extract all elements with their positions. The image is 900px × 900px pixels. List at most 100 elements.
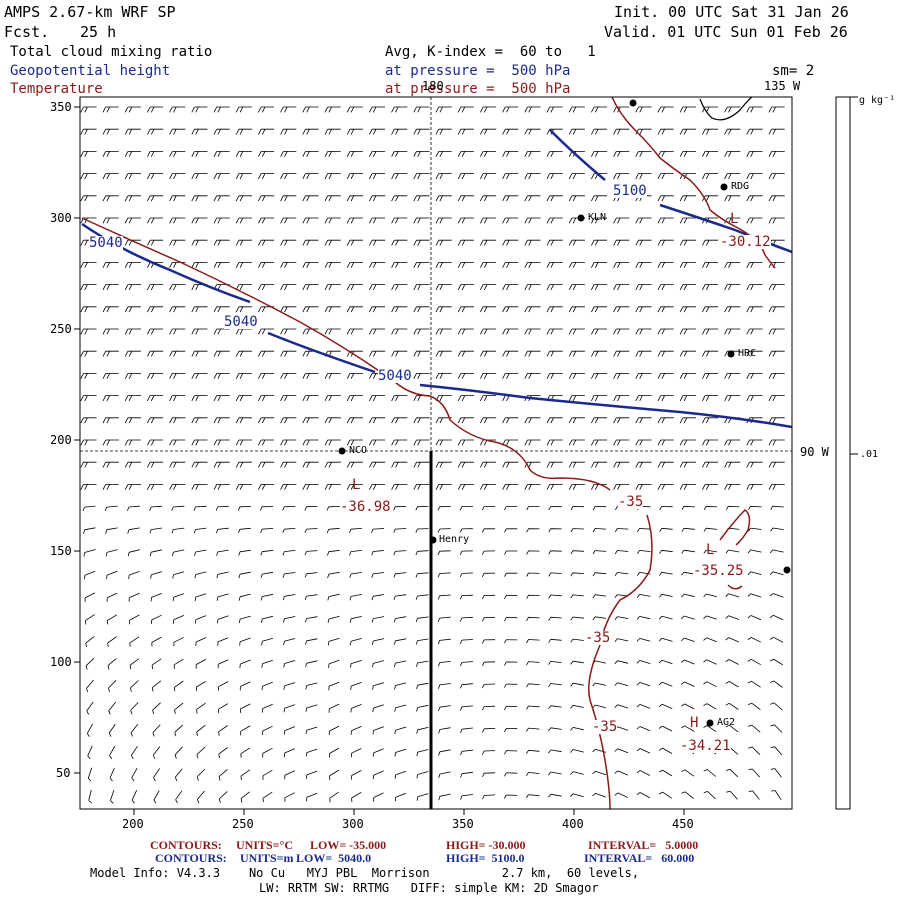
wind-barb	[147, 350, 164, 357]
wind-barb	[102, 328, 119, 335]
wind-barb	[724, 262, 741, 268]
wind-barb	[147, 173, 164, 180]
wind-barb	[635, 262, 652, 268]
height-contour-label: 5040	[224, 314, 258, 330]
wind-barb	[657, 262, 674, 268]
wind-barb	[147, 195, 164, 202]
wind-barb	[191, 350, 208, 357]
wind-barb	[152, 702, 161, 715]
wind-barb	[703, 659, 717, 665]
temperature-contour-label: -35	[585, 630, 611, 646]
wind-barb	[502, 350, 519, 357]
wind-barb	[725, 681, 739, 688]
wind-barb	[216, 571, 229, 579]
wind-barb	[457, 217, 474, 224]
wind-barb	[591, 106, 608, 113]
wind-barb	[504, 794, 518, 799]
wind-barb	[657, 328, 674, 335]
wind-barb	[108, 680, 117, 693]
wind-barb	[394, 748, 407, 757]
height-contour-label: 5100	[613, 183, 647, 199]
wind-barb	[746, 195, 763, 202]
wind-barb	[768, 484, 785, 490]
wind-barb	[350, 726, 362, 735]
station-dot-edge	[783, 566, 791, 574]
wind-barb	[457, 306, 474, 313]
wind-barb	[725, 549, 740, 554]
wind-barb	[504, 683, 518, 688]
wind-barb	[258, 461, 275, 468]
wind-barb	[768, 350, 785, 357]
wind-barb	[258, 217, 275, 224]
wind-barb	[504, 705, 518, 710]
wind-barb	[413, 350, 430, 357]
wind-barb	[526, 616, 540, 621]
wind-barb	[108, 723, 116, 737]
temperature-contour-loop-2	[727, 584, 743, 590]
wind-barb	[480, 373, 497, 379]
wind-barb	[147, 151, 164, 157]
wind-barb	[372, 660, 385, 668]
wind-barb	[149, 527, 163, 534]
wind-barb	[346, 395, 363, 402]
wind-barb	[391, 328, 408, 335]
wind-barb	[391, 350, 408, 357]
wind-barb	[546, 217, 563, 224]
wind-barb	[346, 217, 363, 224]
wind-barb	[172, 571, 185, 579]
wind-barb	[280, 439, 297, 446]
low-center-value: -36.98	[340, 499, 391, 515]
wind-barb	[724, 484, 741, 490]
wind-barb	[502, 484, 519, 490]
wind-barb	[482, 683, 496, 689]
wind-barb	[457, 128, 474, 135]
wind-barb	[613, 439, 630, 446]
wind-barb	[724, 284, 741, 291]
wind-barb	[194, 549, 207, 556]
wind-barb	[546, 284, 563, 291]
wind-barb	[747, 637, 762, 643]
wind-barb	[437, 638, 451, 645]
wind-barb	[747, 593, 762, 598]
wind-barb	[636, 594, 651, 598]
wind-barb	[328, 703, 340, 713]
wind-barb	[394, 770, 407, 779]
wind-barb	[480, 417, 497, 424]
wind-barb	[482, 705, 496, 711]
model-info: Model Info: V4.3.3 No Cu MYJ PBL Morriso…	[90, 866, 640, 880]
wind-barb	[102, 284, 119, 291]
wind-barb	[768, 395, 785, 402]
wind-barb	[174, 746, 183, 759]
wind-barb	[635, 239, 652, 246]
wind-barb	[592, 660, 607, 665]
wind-barb	[235, 217, 252, 224]
wind-barb	[482, 750, 496, 755]
wind-barb	[546, 173, 563, 180]
wind-barb	[127, 505, 140, 511]
wind-barb	[657, 484, 674, 490]
wind-barb	[394, 660, 407, 668]
wind-barb	[169, 439, 186, 446]
smoothing-label: sm= 2	[772, 63, 815, 79]
wind-barb	[502, 328, 519, 335]
wind-barb	[591, 395, 608, 402]
wind-barb	[635, 395, 652, 402]
wind-barb	[327, 637, 340, 646]
wind-barb	[302, 373, 319, 379]
wind-barb	[724, 195, 741, 202]
wind-barb	[614, 748, 629, 754]
wind-barb	[169, 262, 186, 268]
wind-barb	[346, 195, 363, 202]
wind-barb	[613, 328, 630, 335]
wind-barb	[130, 702, 139, 715]
wind-barb	[658, 659, 673, 665]
wind-barb	[480, 195, 497, 202]
wind-barb	[459, 550, 473, 555]
wind-barb	[702, 128, 719, 135]
wind-barb	[568, 484, 585, 490]
wind-barb	[679, 128, 696, 135]
wind-barb	[391, 106, 408, 113]
wind-barb	[658, 791, 673, 799]
temperature-contour-south	[588, 514, 653, 809]
wind-barb	[635, 439, 652, 446]
